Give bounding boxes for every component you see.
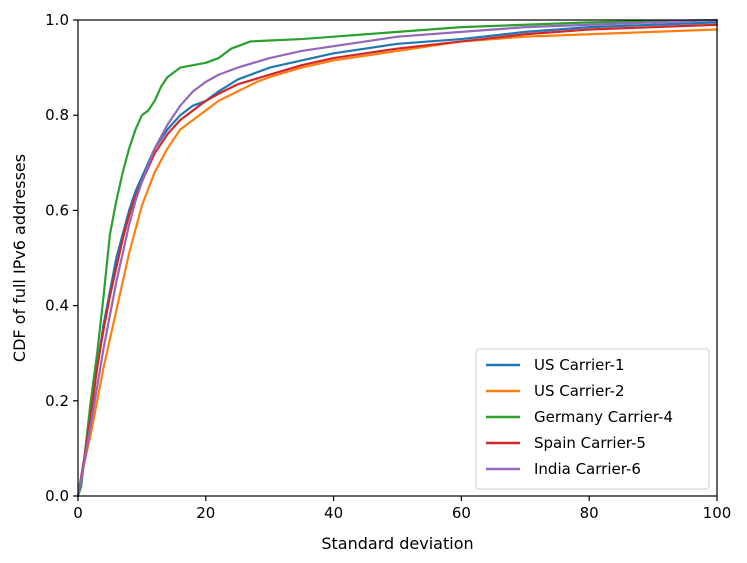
x-tick-label: 20 [196,504,215,522]
x-tick-label: 40 [324,504,343,522]
plot-frame [77,19,718,497]
legend-label: US Carrier-2 [534,382,625,400]
ticks-layer: 0 20 40 60 80 100 0.0 0.2 0.4 0.6 0.8 1.0 [45,11,731,522]
legend-label: India Carrier-6 [534,460,641,478]
x-tick-label: 100 [703,504,732,522]
legend-label: Germany Carrier-4 [534,408,673,426]
x-axis-label: Standard deviation [321,534,473,553]
legend-box [475,348,710,490]
y-tick-label: 0.4 [45,297,69,315]
legend: US Carrier-1 US Carrier-2 Germany Carrier-… [475,348,710,490]
legend-label: Spain Carrier-5 [534,434,646,452]
x-tick-label: 80 [580,504,599,522]
series-line-spain-carrier-5 [76,23,719,498]
y-tick-label: 1.0 [45,11,69,29]
series-line-germany-carrier-4 [76,18,719,498]
x-tick-label: 60 [452,504,471,522]
legend-label: US Carrier-1 [534,356,625,374]
x-tick-label: 0 [73,504,83,522]
y-tick-label: 0.6 [45,201,69,219]
series-line-india-carrier-6 [76,18,719,498]
y-tick-label: 0.8 [45,106,69,124]
y-tick-label: 0.2 [45,392,69,410]
series-layer [76,18,719,498]
y-axis-label: CDF of full IPv6 addresses [10,154,29,362]
y-tick-label: 0.0 [45,487,69,505]
series-line-us-carrier-2 [76,28,719,498]
